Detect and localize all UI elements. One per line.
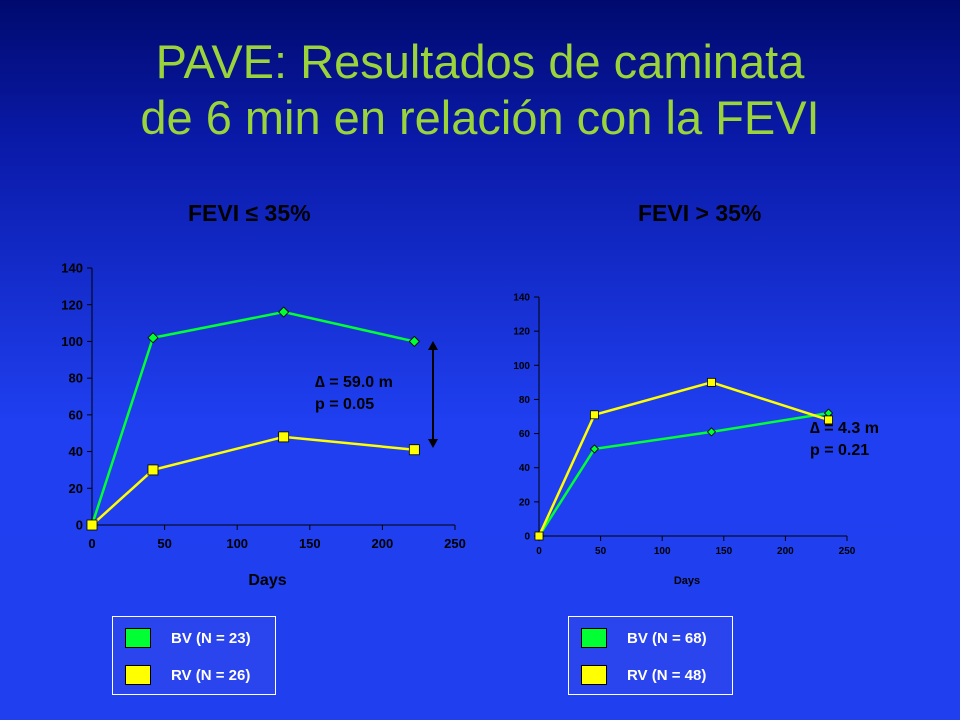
y-tick-label: 0 xyxy=(76,518,83,533)
y-tick-label: 120 xyxy=(61,297,83,312)
legend-label: BV (N = 68) xyxy=(627,629,707,647)
data-point xyxy=(278,306,290,318)
y-tick-label: 140 xyxy=(61,261,83,276)
data-point xyxy=(86,519,98,531)
y-tick-label: 100 xyxy=(61,334,83,349)
x-tick-label: 0 xyxy=(536,546,542,557)
x-tick-label: 250 xyxy=(444,536,466,551)
x-tick-label: 0 xyxy=(88,536,95,551)
right-panel-heading: FEVI > 35% xyxy=(638,200,762,226)
y-tick-label: 20 xyxy=(519,497,531,508)
series-line xyxy=(537,411,829,537)
y-tick-label: 60 xyxy=(519,429,531,440)
data-point xyxy=(408,444,420,456)
data-point xyxy=(534,531,544,541)
x-tick-label: 150 xyxy=(299,536,321,551)
y-tick-label: 80 xyxy=(519,395,531,406)
data-point xyxy=(590,410,599,420)
rv-swatch xyxy=(581,665,607,685)
delta-annotation: ∆ = 4.3 m xyxy=(810,420,879,437)
data-point xyxy=(707,377,716,387)
y-tick-label: 40 xyxy=(69,444,83,459)
right-legend-rv: RV (N = 48) xyxy=(581,665,706,685)
right-legend-bv: BV (N = 68) xyxy=(581,628,707,648)
bv-swatch xyxy=(581,628,607,648)
left-legend: BV (N = 23) RV (N = 26) xyxy=(112,616,276,695)
bv-swatch xyxy=(125,628,151,648)
y-tick-label: 20 xyxy=(69,481,83,496)
x-tick-label: 100 xyxy=(226,536,248,551)
x-tick-label: 50 xyxy=(157,536,171,551)
left-legend-bv: BV (N = 23) xyxy=(125,628,251,648)
y-tick-label: 60 xyxy=(69,407,83,422)
legend-label: RV (N = 26) xyxy=(171,666,251,684)
x-tick-label: 50 xyxy=(595,546,607,557)
y-tick-label: 40 xyxy=(519,463,531,474)
arrow-head-down xyxy=(428,439,438,448)
p-value-annotation: p = 0.05 xyxy=(315,396,374,413)
data-point xyxy=(589,444,600,454)
data-point xyxy=(408,335,420,347)
rv-swatch xyxy=(125,665,151,685)
series-line xyxy=(90,310,415,526)
right-legend: BV (N = 68) RV (N = 48) xyxy=(568,616,733,695)
slide-title-line2: de 6 min en relación con la FEVI xyxy=(140,91,820,144)
y-tick-label: 100 xyxy=(513,361,530,372)
data-point xyxy=(278,431,290,443)
data-point xyxy=(147,332,159,344)
delta-annotation: ∆ = 59.0 m xyxy=(315,374,393,391)
y-tick-label: 80 xyxy=(69,371,83,386)
x-tick-label: 100 xyxy=(654,546,671,557)
arrow-head-up xyxy=(428,341,438,350)
left-legend-rv: RV (N = 26) xyxy=(125,665,250,685)
slide-title: PAVE: Resultados de caminata de 6 min en… xyxy=(0,34,960,146)
data-point xyxy=(824,415,833,425)
y-tick-label: 120 xyxy=(513,327,530,338)
x-tick-label: 250 xyxy=(839,546,856,557)
data-point xyxy=(706,427,717,437)
x-axis-title: Days xyxy=(674,575,700,587)
data-point xyxy=(147,464,159,476)
series-line xyxy=(91,435,415,526)
p-value-annotation: p = 0.21 xyxy=(810,442,869,459)
left-panel-heading: FEVI ≤ 35% xyxy=(188,200,311,226)
y-tick-label: 140 xyxy=(513,293,530,304)
legend-label: RV (N = 48) xyxy=(627,666,707,684)
x-tick-label: 200 xyxy=(372,536,394,551)
x-tick-label: 200 xyxy=(777,546,794,557)
x-tick-label: 150 xyxy=(715,546,732,557)
series-line xyxy=(537,381,829,537)
slide-title-line1: PAVE: Resultados de caminata xyxy=(155,35,805,88)
left-line-chart: 0 20 40 60 80 100 120 140 0 50 100 150 200 250 Days ∆ =… xyxy=(61,261,466,589)
right-line-chart: 0 20 40 60 80 100 120 140 0 50 100 150 200 250 Days ∆ =… xyxy=(513,293,879,588)
x-axis-title: Days xyxy=(248,572,286,589)
y-tick-label: 0 xyxy=(524,532,530,543)
legend-label: BV (N = 23) xyxy=(171,629,251,647)
